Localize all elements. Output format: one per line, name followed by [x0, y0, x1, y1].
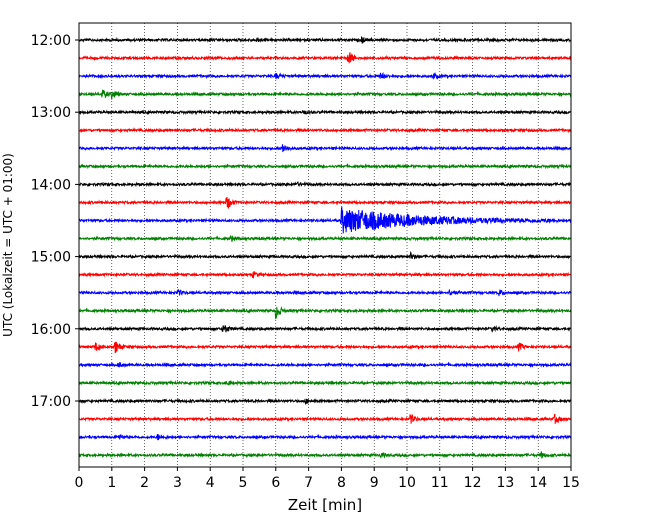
trace-1215 [78, 52, 572, 64]
trace-1530 [78, 288, 572, 297]
x-tick-label: 5 [239, 475, 248, 491]
x-axis-ticks: 0 1 2 3 4 5 6 7 8 9 10 11 12 13 14 15 [75, 467, 580, 491]
plot-frame [78, 22, 572, 468]
grid-lines [111, 23, 539, 467]
trace-1345 [78, 163, 572, 170]
trace-1400 [78, 181, 572, 188]
trace-1430 [78, 206, 572, 234]
y-tick-label: 16:00 [31, 322, 71, 338]
trace-1745 [78, 451, 572, 459]
trace-1415 [78, 196, 572, 210]
trace-1545 [78, 306, 572, 320]
y-axis-ticks: 12:00 13:00 14:00 15:00 16:00 17:00 [31, 33, 79, 410]
trace-1615 [78, 341, 572, 354]
x-tick-label: 2 [140, 475, 149, 491]
x-tick-label: 14 [529, 475, 547, 491]
seismic-traces [78, 35, 572, 459]
trace-1445 [78, 235, 572, 243]
trace-1245 [78, 89, 572, 100]
trace-1330 [78, 144, 572, 153]
y-tick-label: 17:00 [31, 394, 71, 410]
trace-1200 [78, 35, 572, 45]
trace-1300 [78, 109, 572, 116]
trace-1515 [78, 271, 572, 279]
y-axis-label: UTC (Lokalzeit = UTC + 01:00) [1, 153, 15, 337]
x-tick-label: 4 [206, 475, 215, 491]
x-axis-label: Zeit [min] [288, 496, 362, 514]
trace-1315 [78, 127, 572, 134]
y-tick-label: 15:00 [31, 250, 71, 266]
x-tick-label: 7 [304, 475, 313, 491]
trace-1700 [78, 397, 572, 406]
y-tick-label: 13:00 [31, 105, 71, 121]
x-tick-label: 1 [107, 475, 116, 491]
x-tick-label: 0 [75, 475, 84, 491]
trace-1715 [78, 413, 572, 424]
trace-1645 [78, 379, 572, 387]
x-tick-label: 13 [496, 475, 514, 491]
x-tick-label: 12 [464, 475, 482, 491]
x-tick-label: 8 [337, 475, 346, 491]
x-tick-label: 3 [173, 475, 182, 491]
x-tick-label: 15 [562, 475, 580, 491]
y-tick-label: 14:00 [31, 177, 71, 193]
trace-1230 [78, 71, 572, 80]
x-tick-label: 9 [370, 475, 379, 491]
trace-1630 [78, 361, 572, 369]
trace-1730 [78, 433, 572, 441]
x-tick-label: 10 [398, 475, 416, 491]
y-tick-label: 12:00 [31, 33, 71, 49]
x-tick-label: 11 [431, 475, 449, 491]
trace-1500 [78, 250, 572, 260]
x-tick-label: 6 [271, 475, 280, 491]
trace-1600 [78, 324, 572, 333]
